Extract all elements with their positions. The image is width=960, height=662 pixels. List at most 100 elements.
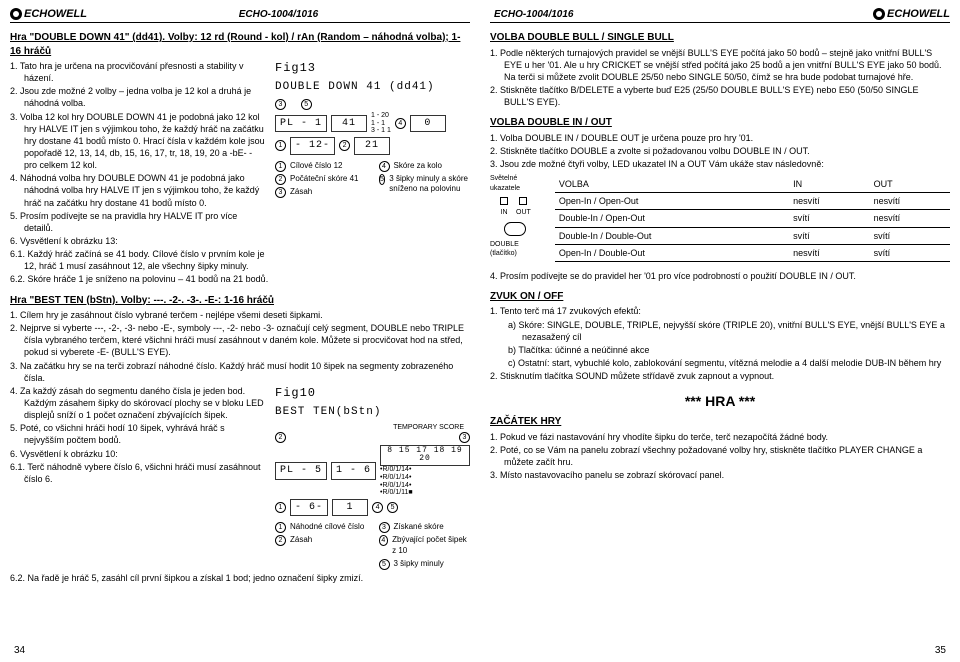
table-row: Open-In / Open-Out nesvítí nesvítí [555,193,950,210]
li: 6.1. Každý hráč začíná se 41 body. Cílov… [10,248,267,272]
marker-2: 2 [339,140,350,151]
li: 4. Náhodná volba hry DOUBLE DOWN 41 je p… [10,172,267,208]
table-row: Open-In / Double-Out nesvítí svítí [555,244,950,261]
li: 6. Vysvětlení k obrázku 10: [10,448,267,460]
lcd: 21 [354,137,390,155]
page-num-right: 35 [935,645,946,656]
li: 4. Za každý zásah do segmentu daného čís… [10,385,267,421]
left-page: ECHOWELL ECHO-1004/1016 Hra "DOUBLE DOWN… [10,8,470,654]
li-62: 6.2. Skóre hráče 1 je sníženo na polovin… [10,273,470,285]
lcd: PL - 1 [275,115,327,133]
page-header-r: ECHO-1004/1016 ECHOWELL [490,8,950,23]
fig10-title: BEST TEN(bStn) [275,405,470,420]
th: IN [789,176,869,193]
model-center: ECHO-1004/1016 [87,9,470,20]
lcd: 41 [331,115,367,133]
marker-1: 1 [275,502,286,513]
note4: 4. Prosím podívejte se do pravidel her '… [490,270,950,282]
title-inout: VOLBA DOUBLE IN / OUT [490,116,950,130]
right-page: ECHO-1004/1016 ECHOWELL VOLBA DOUBLE BUL… [490,8,950,654]
sub-list-zvuk: a) Skóre: SINGLE, DOUBLE, TRIPLE, nejvyš… [490,319,950,370]
lcd: 0 [410,115,446,133]
li: b) Tlačítka: účinné a neúčinné akce [508,344,950,356]
marker-5: 5 [387,502,398,513]
li: 1. Cílem hry je zasáhnout číslo vybrané … [10,309,470,321]
title-dd41: Hra "DOUBLE DOWN 41" (dd41). Volby: 12 r… [10,31,470,58]
left-content: Hra "DOUBLE DOWN 41" (dd41). Volby: 12 r… [10,27,470,585]
li: 2. Poté, co se Vám na panelu zobrazí vše… [490,444,950,468]
logo-r: ECHOWELL [873,8,950,20]
marker-1: 1 [275,140,286,151]
li: 1. Volba DOUBLE IN / DOUBLE OUT je určen… [490,132,950,144]
li: 6. Vysvětlení k obrázku 13: [10,235,267,247]
title-bull: VOLBA DOUBLE BULL / SINGLE BULL [490,31,950,45]
ind-label-top: Světelné ukazatele [490,174,541,193]
list-inout: 1. Volba DOUBLE IN / DOUBLE OUT je určen… [490,132,950,170]
marker-3: 3 [275,99,286,110]
marker-4: 4 [395,118,406,129]
li: 3. Jsou zde možné čtyři volby, LED ukaza… [490,158,950,170]
table-row: Double-In / Double-Out svítí svítí [555,227,950,244]
lcd: - 12- [290,137,335,155]
li: 3. Na začátku hry se na terči zobrazí ná… [10,360,470,384]
logo-text: ECHOWELL [887,8,950,20]
lcd: PL - 5 [275,462,327,480]
marker-5: 5 [301,99,312,110]
lcd: - 6- [290,499,328,517]
logo-icon [873,8,885,20]
li: 5. Poté, co všichni hráči hodí 10 šipek,… [10,422,267,446]
page-header: ECHOWELL ECHO-1004/1016 [10,8,470,23]
table-row: Double-In / Open-Out svítí nesvítí [555,210,950,227]
fig10: Fig10 BEST TEN(bStn) TEMPORARY SCORE 2 3… [275,385,470,572]
indicator-panel: Světelné ukazatele IN OUT DOUBLE (tlačít… [490,174,541,259]
list-zvuk: 1. Tento terč má 17 zvukových efektů: [490,305,950,317]
inout-table: VOLBA IN OUT Open-In / Open-Out nesvítí … [555,176,950,262]
li: 1. Tento terč má 17 zvukových efektů: [490,305,950,317]
li: a) Skóre: SINGLE, DOUBLE, TRIPLE, nejvyš… [508,319,950,343]
title-bstn: Hra "BEST TEN (bStn). Volby: ---. -2-. -… [10,294,470,308]
th: OUT [870,176,950,193]
model-left: ECHO-1004/1016 [494,9,873,20]
ind-label-bottom: DOUBLE (tlačítko) [490,240,541,259]
list-bstn: 4. Za každý zásah do segmentu daného čís… [10,385,267,485]
li: 2. Stiskněte tlačítko B/DELETE a vyberte… [490,84,950,108]
li: 1. Tato hra je určena na procvičování př… [10,60,267,84]
led-icon [519,197,527,205]
li: 5. Prosím podívejte se na pravidla hry H… [10,210,267,234]
li: 3. Volba 12 kol hry DOUBLE DOWN 41 je po… [10,111,267,172]
double-button-icon [504,222,526,236]
title-zvuk: ZVUK ON / OFF [490,290,950,304]
li: 2. Stiskněte tlačítko DOUBLE a zvolte si… [490,145,950,157]
logo: ECHOWELL [10,8,87,20]
fig10-label: Fig10 [275,385,470,401]
li: 1. Podle některých turnajových pravidel … [490,47,950,83]
li: 6.1. Terč náhodně vybere číslo 6, všichn… [10,461,267,485]
big-title: *** HRA *** [490,392,950,411]
list-dd41: 1. Tato hra je určena na procvičování př… [10,60,267,272]
list-bull: 1. Podle některých turnajových pravidel … [490,47,950,109]
lcd: 1 - 6 [331,462,376,480]
li-62b: 6.2. Na řadě je hráč 5, zasáhl cíl první… [10,572,470,584]
li-zvuk2: 2. Stisknutím tlačítka SOUND můžete stří… [490,370,950,382]
fig13-label: Fig13 [275,60,470,76]
marker-4: 4 [372,502,383,513]
lcd: 1 [332,499,368,517]
logo-text: ECHOWELL [24,8,87,20]
right-content: VOLBA DOUBLE BULL / SINGLE BULL 1. Podle… [490,27,950,482]
list-start: 1. Pokud ve fázi nastavování hry vhodíte… [490,431,950,482]
fig13: Fig13 DOUBLE DOWN 41 (dd41) 3 5 PL - 1 4… [275,60,470,273]
li: 3. Místo nastavovacího panelu se zobrazí… [490,469,950,481]
li: c) Ostatní: start, vybuchlé kolo, zablok… [508,357,950,369]
list-bstn-top: 1. Cílem hry je zasáhnout číslo vybrané … [10,309,470,384]
th: VOLBA [555,176,789,193]
marker-3: 3 [459,432,470,443]
li: 1. Pokud ve fázi nastavování hry vhodíte… [490,431,950,443]
led-icon [500,197,508,205]
title-start: ZAČÁTEK HRY [490,415,950,429]
fig13-title: DOUBLE DOWN 41 (dd41) [275,80,470,95]
marker-2: 2 [275,432,286,443]
logo-icon [10,8,22,20]
page-num-left: 34 [14,645,25,656]
li: 2. Jsou zde možné 2 volby – jedna volba … [10,85,267,109]
li: 2. Nejprve si vyberte ---, -2-, -3- nebo… [10,322,470,358]
